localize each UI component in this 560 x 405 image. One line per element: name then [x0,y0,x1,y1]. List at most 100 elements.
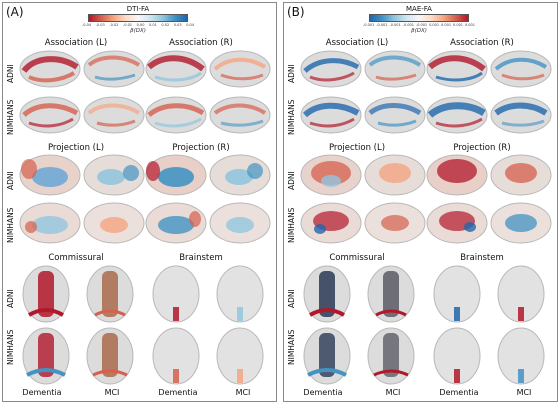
brain-render [83,202,145,244]
section-title-association-right: Association (R) [450,38,514,48]
colorbar [369,14,469,22]
brain-render [300,96,362,134]
row-label-nimhans: NIMHANS [287,207,296,243]
brain-render [145,154,207,196]
brain-render [19,202,81,244]
colorbar-tick: 0.04 [186,23,194,27]
brain-render [490,50,552,88]
section-title-brainstem: Brainstem [179,253,223,263]
section-title-projection-left: Projection (L) [47,143,105,153]
colorbar-tick: 0.001 [464,23,475,27]
colorbar-title: DTI-FA [126,5,150,13]
colorbar-tick: -0.04 [82,23,92,27]
brain-render [426,96,488,134]
colorbar-tick: 0.001 [453,23,464,27]
colorbar-tick: -0.001 [402,23,414,27]
brain-render [145,50,207,88]
brain-render [216,327,264,385]
brain-render [22,327,70,385]
row-label-adni: ADNI [287,289,296,308]
colorbar-tick: -0.03 [95,23,105,27]
column-label-mci: MCI [516,388,532,397]
section-title-commissural: Commissural [48,253,104,263]
colorbar-tick: 0.001 [429,23,440,27]
brain-render [86,327,134,385]
brain-render [83,96,145,134]
brain-render [216,265,264,323]
column-label-mci: MCI [104,388,120,397]
brain-render [83,50,145,88]
brain-render [490,202,552,244]
colorbar-tick: -0.02 [109,23,119,27]
brain-render [145,202,207,244]
row-label-adni: ADNI [6,289,15,308]
brain-render [426,50,488,88]
colorbar-tick: 0.01 [149,23,157,27]
column-label-mci: MCI [385,388,401,397]
brain-render [209,96,271,134]
section-title-projection-right: Projection (R) [172,143,230,153]
brain-render [22,265,70,323]
column-label-dementia: Dementia [22,388,62,397]
colorbar-tick: 0.03 [173,23,182,27]
colorbar-title: MAE-FA [406,5,432,13]
colorbar-unit: β(DX) [411,28,427,34]
brain-render [433,327,481,385]
section-title-projection-right: Projection (R) [453,143,511,153]
brain-render [152,265,200,323]
colorbar-tick: -0.001 [415,23,428,27]
row-label-nimhans: NIMHANS [6,207,15,243]
colorbar-tick: -0.001 [389,23,401,27]
column-label-dementia: Dementia [303,388,343,397]
colorbar-ticks: -0.04 -0.03 -0.02 -0.01 0.00 0.01 0.02 0… [82,23,194,27]
panel-b: (B) MAE-FA -0.001 -0.001 -0.001 -0.001 -… [283,2,558,402]
section-title-commissural: Commissural [329,253,385,263]
brain-render [83,154,145,196]
column-label-dementia: Dementia [439,388,479,397]
brain-render [367,265,415,323]
brain-render [19,96,81,134]
row-label-nimhans: NIMHANS [287,329,296,365]
colorbar [88,14,188,22]
row-label-adni: ADNI [6,171,15,190]
brain-render [19,154,81,196]
column-label-dementia: Dementia [158,388,198,397]
colorbar-tick: 0.02 [161,23,170,27]
brain-render [209,202,271,244]
colorbar-tick: 0.00 [136,23,145,27]
brain-render [497,327,545,385]
panel-label: (B) [287,5,305,19]
panel-a: (A) DTI-FA -0.04 -0.03 -0.02 -0.01 0.00 … [2,2,277,402]
brain-render [490,96,552,134]
section-title-association-left: Association (L) [44,38,108,48]
brain-render [300,50,362,88]
brain-render [303,265,351,323]
column-label-mci: MCI [235,388,251,397]
section-title-association-left: Association (L) [325,38,389,48]
row-label-adni: ADNI [287,171,296,190]
brain-render [209,50,271,88]
brain-render [367,327,415,385]
row-label-adni: ADNI [287,64,296,83]
colorbar-ticks: -0.001 -0.001 -0.001 -0.001 -0.001 0.001… [363,23,475,27]
colorbar-unit: β(DX) [130,28,146,34]
brain-render [364,96,426,134]
brain-render [86,265,134,323]
colorbar-tick: -0.001 [363,23,375,27]
brain-render [300,154,362,196]
row-label-adni: ADNI [6,64,15,83]
row-label-nimhans: NIMHANS [6,99,15,135]
row-label-nimhans: NIMHANS [287,99,296,135]
brain-render [364,50,426,88]
brain-render [364,154,426,196]
colorbar-tick: -0.001 [376,23,388,27]
row-label-nimhans: NIMHANS [6,329,15,365]
brain-render [19,50,81,88]
brain-render [490,154,552,196]
brain-render [426,202,488,244]
brain-render [426,154,488,196]
brain-render [433,265,481,323]
section-title-brainstem: Brainstem [460,253,504,263]
brain-render [145,96,207,134]
brain-render [497,265,545,323]
